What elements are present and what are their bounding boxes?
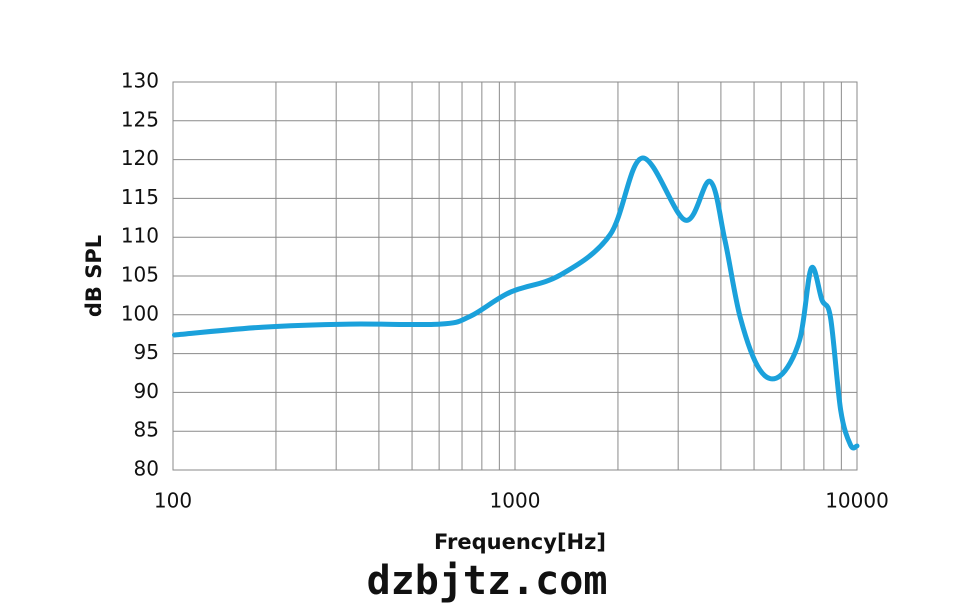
watermark: dzbjtz.com	[367, 558, 608, 604]
y-tick-label: 90	[134, 379, 159, 403]
y-tick-label: 85	[134, 418, 159, 442]
y-tick-label: 130	[121, 69, 159, 93]
y-tick-label: 125	[121, 107, 159, 131]
y-tick-label: 95	[134, 340, 159, 364]
x-tick-label: 10000	[825, 489, 889, 513]
y-axis-label: dB SPL	[82, 235, 106, 317]
y-tick-label: 80	[134, 457, 159, 481]
x-tick-label: 100	[154, 489, 192, 513]
y-tick-label: 100	[121, 301, 159, 325]
data-line	[171, 155, 860, 451]
y-tick-label: 110	[121, 224, 159, 248]
y-tick-label: 105	[121, 263, 159, 287]
x-tick-label: 1000	[490, 489, 541, 513]
x-axis-label: Frequency[Hz]	[434, 530, 606, 554]
y-tick-label: 115	[121, 185, 159, 209]
y-tick-label: 120	[121, 146, 159, 170]
